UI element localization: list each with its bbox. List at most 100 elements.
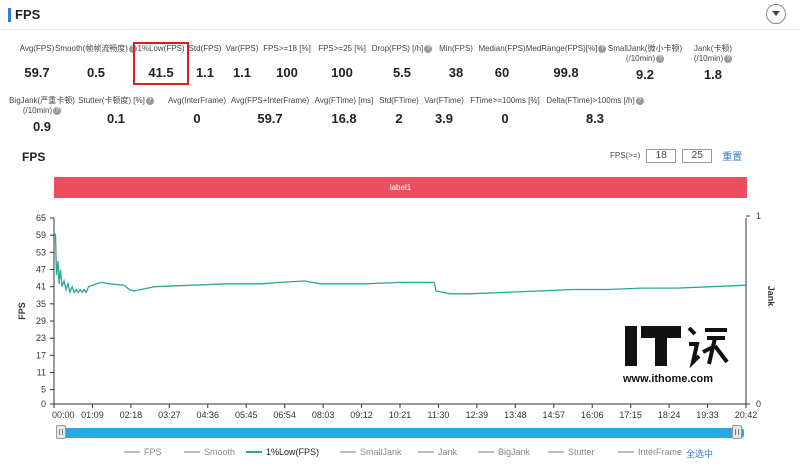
stat-label-text: Stutter(卡顿度) [%] (78, 96, 145, 105)
x-tick-label: 09:12 (350, 410, 373, 420)
stat-value: 41.5 (148, 65, 174, 80)
stat-value: 59.7 (24, 65, 50, 80)
stat-label-text: Avg(FTime) [ms] (314, 96, 374, 105)
x-tick-label: 10:21 (389, 410, 412, 420)
stat-item: Var(FPS) 1.1 (192, 44, 292, 80)
stat-label: FPS>=18 [%] (237, 44, 337, 54)
stat-label: Stutter(卡顿度) [%]? (66, 96, 166, 106)
stat-label: FPS>=25 [%] (292, 44, 392, 54)
help-icon[interactable]: ? (424, 44, 433, 53)
legend-label: Stutter (568, 447, 595, 457)
collapse-button[interactable] (766, 4, 786, 24)
fps-filter-label: FPS(>=) (610, 151, 641, 160)
help-icon[interactable]: ? (145, 96, 154, 105)
legend-swatch-icon (340, 451, 356, 453)
y-axis-title: FPS (17, 302, 27, 320)
x-tick-label: 01:09 (81, 410, 104, 420)
select-all-button[interactable]: 全选中 (686, 449, 714, 459)
stat-value: 59.7 (257, 111, 283, 126)
stat-label: Drop(FPS) [/h]? (352, 44, 452, 54)
time-range-slider[interactable] (58, 428, 744, 438)
legend-item[interactable]: 1%Low(FPS) (246, 447, 319, 457)
stat-label-text: Avg(FPS+InterFrame) (230, 96, 310, 105)
legend-label: FPS (144, 447, 162, 457)
legend-swatch-icon (246, 451, 262, 453)
stat-item: Avg(FPS+InterFrame) 59.7 (220, 96, 320, 126)
stat-label-text: Avg(InterFrame) (167, 96, 227, 105)
stat-value: 3.9 (434, 111, 454, 126)
stat-item: MedRange(FPS)[%]? 99.8 (516, 44, 616, 80)
legend-item[interactable]: Jank (418, 447, 457, 457)
chart-title: FPS (22, 150, 46, 164)
section-header: FPS (0, 0, 800, 30)
stat-label-text: Var(FPS) (225, 44, 259, 53)
reset-button[interactable]: 重置 (722, 152, 743, 163)
help-icon[interactable]: ? (724, 54, 733, 63)
y-tick-label: 53 (36, 247, 46, 257)
help-icon[interactable]: ? (128, 44, 137, 53)
stat-label: Avg(FPS) (0, 44, 87, 54)
legend-label: Jank (438, 447, 458, 457)
stat-value: 1.1 (232, 65, 252, 80)
y2-axis-title: Jank (766, 286, 776, 308)
stat-value: 0 (193, 111, 201, 126)
help-icon[interactable]: ? (656, 54, 665, 63)
fps-chart[interactable]: 0 5 11 17 23 29 35 41 47 53 59 65 0 1 FPS Jank 00:00 01:0… (0, 205, 800, 420)
legend-swatch-icon (618, 451, 634, 453)
x-tick-label: 05:45 (235, 410, 258, 420)
stat-value: 0.9 (32, 119, 52, 134)
stat-value: 99.8 (553, 65, 579, 80)
label-band[interactable]: label1 (54, 177, 747, 198)
series-line-1pct-low-fps[interactable] (53, 232, 747, 295)
fps-threshold-input-1[interactable]: 18 (646, 148, 677, 163)
stat-label: Var(FTime) (394, 96, 494, 106)
stat-value: 5.5 (392, 65, 412, 80)
legend-item[interactable]: FPS (124, 447, 162, 457)
slider-left-handle[interactable] (56, 425, 66, 439)
legend-item[interactable]: Stutter (548, 447, 595, 457)
stat-label: Avg(FTime) [ms] (294, 96, 394, 106)
stat-label-secondary: (/10min)? (595, 54, 695, 64)
stat-value: 2 (395, 111, 403, 126)
stat-label: 1%Low(FPS) (111, 44, 211, 54)
stat-label: Jank(卡顿) (663, 44, 763, 54)
help-icon[interactable]: ? (53, 106, 62, 115)
stat-label-text: FPS>=25 [%] (318, 44, 366, 53)
help-icon[interactable]: ? (598, 44, 607, 53)
highlight-box (133, 42, 189, 85)
stat-value: 38 (448, 65, 464, 80)
slider-right-handle[interactable] (732, 425, 742, 439)
stat-label: Var(FPS) (192, 44, 292, 54)
watermark-url: www.ithome.com (623, 373, 714, 385)
y-tick-label: 23 (36, 333, 46, 343)
stat-item: Avg(InterFrame) 0 (147, 96, 247, 126)
x-tick-label: 17:15 (619, 410, 642, 420)
y-tick-label: 65 (36, 213, 46, 223)
y-tick-label: 17 (36, 350, 46, 360)
fps-threshold-input-2[interactable]: 25 (682, 148, 713, 163)
section-accent-bar (8, 8, 11, 22)
stat-value: 8.3 (585, 111, 605, 126)
x-tick-label: 13:48 (504, 410, 527, 420)
help-icon[interactable]: ? (635, 96, 644, 105)
legend-item[interactable]: InterFrame (618, 447, 682, 457)
stat-label: FTime>=100ms [%] (455, 96, 555, 106)
stat-item: Avg(FTime) [ms] 16.8 (294, 96, 394, 126)
stat-label-text: FTime>=100ms [%] (470, 96, 540, 105)
legend-item[interactable]: BigJank (478, 447, 530, 457)
y-tick-label: 11 (37, 368, 46, 378)
fps-threshold-filter: FPS(>=) 18 25 重置 (610, 148, 742, 163)
x-tick-label: 19:33 (696, 410, 719, 420)
y-tick-label: 41 (36, 282, 46, 292)
y-tick-label: 5 (41, 385, 46, 395)
x-tick-label: 03:27 (158, 410, 181, 420)
legend-item[interactable]: Smooth (184, 447, 235, 457)
stat-label-text: MedRange(FPS)[%] (525, 44, 598, 53)
stat-value: 60 (494, 65, 510, 80)
legend-item[interactable]: SmallJank (340, 447, 402, 457)
x-tick-label: 20:42 (735, 410, 758, 420)
stat-label: Smooth(帧帧流畅度)? (46, 44, 146, 54)
stat-item: Min(FPS) 38 (406, 44, 506, 80)
x-tick-label: 16:06 (581, 410, 604, 420)
y-tick-label: 59 (36, 230, 46, 240)
